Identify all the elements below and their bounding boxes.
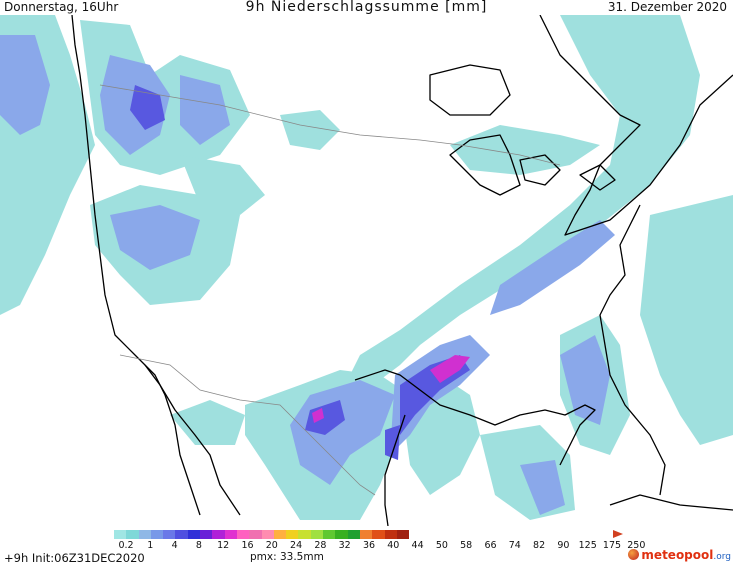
legend-swatch [372,530,385,539]
meteopool-logo[interactable]: meteopool.org [628,548,731,562]
legend-swatch [310,530,324,539]
legend-swatch [114,530,127,539]
legend-swatch [298,530,311,539]
legend-tick-labels: 0.2 1 4 8 12 16 20 24 28 32 36 40 44 50 58 66 74 82 90 125 1… [0,540,733,552]
legend-swatch [335,530,348,539]
legend-colorbar [114,530,410,539]
legend-tick-label: 32 [338,540,351,551]
legend-tick-label: 0.2 [118,540,134,551]
legend-swatch [384,530,397,539]
legend-swatch [396,530,410,539]
legend-tick-label: 20 [265,540,278,551]
legend-swatch [249,530,262,539]
legend-tick-label: 66 [484,540,497,551]
legend-tick-label: 125 [578,540,597,551]
logo-text-main: meteopool [641,548,714,562]
legend-tick-label: 4 [171,540,178,551]
legend-tick-label: 175 [602,540,622,551]
legend-tick-label: 40 [387,540,400,551]
legend-tick-label: 90 [557,540,570,551]
legend-tick-label: 250 [627,540,646,551]
legend-swatch [273,530,287,539]
legend-overflow-arrow [613,530,623,538]
legend-swatch [261,530,274,539]
logo-text-suffix: .org [713,552,731,562]
legend-swatch [224,530,237,539]
legend-tick-label: 28 [314,540,327,551]
logo-ball-icon [628,549,640,560]
max-precip-label: pmx: 33.5mm [250,551,324,563]
legend-swatch [126,530,139,539]
legend-tick-label: 1 [147,540,154,551]
legend-swatch [138,530,151,539]
legend-tick-label: 16 [241,540,254,551]
legend-tick-label: 50 [435,540,448,551]
legend-swatch [175,530,188,539]
legend-tick-label: 82 [533,540,546,551]
legend-tick-label: 12 [217,540,230,551]
legend-swatch [286,530,299,539]
forecast-date: 31. Dezember 2020 [607,0,727,14]
legend-swatch [212,530,225,539]
legend-swatch [359,530,373,539]
legend-swatch [200,530,213,539]
legend-tick-label: 74 [508,540,521,551]
precip-intense-areas [312,355,470,423]
model-run-label: +9h Init:06Z31DEC2020 [4,551,145,565]
legend-tick-label: 8 [195,540,202,551]
precipitation-map [0,15,733,526]
legend-swatch [163,530,176,539]
legend-swatch [347,530,360,539]
legend-swatch [323,530,336,539]
legend-tick-label: 36 [362,540,376,551]
legend-tick-label: 58 [460,540,473,551]
legend-swatch [236,530,250,539]
forecast-time: Donnerstag, 16Uhr [4,0,119,14]
precip-heavy-areas [130,85,470,460]
political-borders [99,84,561,496]
coastlines-and-borders [71,15,733,526]
legend-tick-label: 24 [290,540,303,551]
legend-tick-label: 44 [411,540,424,551]
precip-moderate-areas [0,35,615,515]
legend-swatch [187,530,201,539]
legend-swatch [150,530,164,539]
map-title: 9h Niederschlagssumme [mm] [245,0,488,15]
